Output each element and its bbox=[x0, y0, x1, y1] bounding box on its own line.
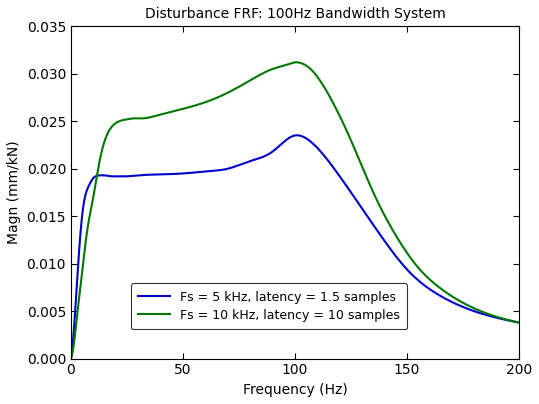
Fs = 5 kHz, latency = 1.5 samples bbox=[516, 320, 522, 325]
Fs = 10 kHz, latency = 10 samples bbox=[507, 318, 514, 323]
Fs = 5 kHz, latency = 1.5 samples bbox=[459, 304, 465, 309]
Line: Fs = 10 kHz, latency = 10 samples: Fs = 10 kHz, latency = 10 samples bbox=[71, 62, 519, 359]
Fs = 10 kHz, latency = 10 samples bbox=[259, 71, 265, 76]
Fs = 5 kHz, latency = 1.5 samples bbox=[507, 318, 514, 323]
X-axis label: Frequency (Hz): Frequency (Hz) bbox=[243, 383, 347, 397]
Fs = 10 kHz, latency = 10 samples bbox=[67, 356, 74, 361]
Fs = 10 kHz, latency = 10 samples bbox=[119, 118, 125, 123]
Fs = 5 kHz, latency = 1.5 samples bbox=[67, 356, 74, 361]
Fs = 10 kHz, latency = 10 samples bbox=[459, 300, 465, 305]
Fs = 5 kHz, latency = 1.5 samples bbox=[146, 173, 152, 177]
Fs = 5 kHz, latency = 1.5 samples bbox=[294, 133, 300, 138]
Title: Disturbance FRF: 100Hz Bandwidth System: Disturbance FRF: 100Hz Bandwidth System bbox=[144, 7, 445, 21]
Fs = 10 kHz, latency = 10 samples bbox=[239, 82, 246, 87]
Fs = 5 kHz, latency = 1.5 samples bbox=[259, 155, 265, 160]
Fs = 5 kHz, latency = 1.5 samples bbox=[239, 161, 246, 166]
Legend: Fs = 5 kHz, latency = 1.5 samples, Fs = 10 kHz, latency = 10 samples: Fs = 5 kHz, latency = 1.5 samples, Fs = … bbox=[131, 283, 407, 329]
Line: Fs = 5 kHz, latency = 1.5 samples: Fs = 5 kHz, latency = 1.5 samples bbox=[71, 135, 519, 359]
Fs = 10 kHz, latency = 10 samples bbox=[516, 320, 522, 325]
Fs = 10 kHz, latency = 10 samples bbox=[146, 115, 152, 120]
Fs = 10 kHz, latency = 10 samples bbox=[293, 60, 300, 65]
Fs = 5 kHz, latency = 1.5 samples bbox=[119, 174, 125, 179]
Y-axis label: Magn (mm/kN): Magn (mm/kN) bbox=[7, 141, 21, 244]
